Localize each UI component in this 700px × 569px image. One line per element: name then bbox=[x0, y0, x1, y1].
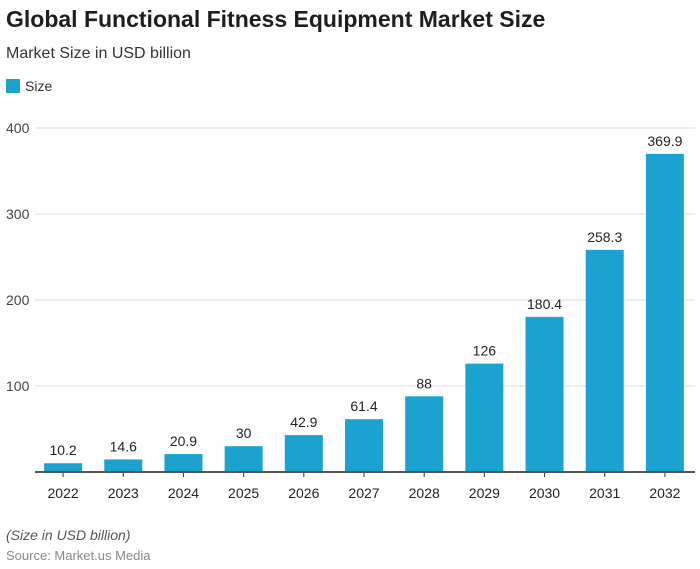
bar bbox=[465, 363, 504, 472]
x-tick-label: 2027 bbox=[348, 485, 379, 501]
bar bbox=[164, 454, 203, 472]
x-tick-label: 2026 bbox=[288, 485, 319, 501]
data-label: 14.6 bbox=[110, 438, 137, 454]
x-tick-label: 2022 bbox=[48, 485, 79, 501]
chart-source: Source: Market.us Media bbox=[6, 548, 151, 563]
y-tick-label: 200 bbox=[6, 292, 30, 308]
data-label: 258.3 bbox=[587, 229, 622, 245]
legend-swatch bbox=[6, 79, 20, 93]
data-label: 42.9 bbox=[290, 414, 317, 430]
bar bbox=[645, 153, 684, 473]
y-tick-label: 300 bbox=[6, 206, 30, 222]
x-tick-label: 2024 bbox=[168, 485, 199, 501]
bar bbox=[405, 396, 444, 472]
data-label: 369.9 bbox=[647, 133, 682, 149]
y-tick-label: 100 bbox=[6, 378, 30, 394]
x-tick-label: 2032 bbox=[649, 485, 680, 501]
chart-note: (Size in USD billion) bbox=[6, 527, 131, 543]
x-tick-label: 2030 bbox=[529, 485, 560, 501]
data-label: 180.4 bbox=[527, 296, 562, 312]
bar bbox=[585, 249, 624, 472]
chart-title: Global Functional Fitness Equipment Mark… bbox=[6, 6, 546, 32]
legend: Size bbox=[6, 78, 52, 94]
bar bbox=[525, 316, 564, 472]
bar bbox=[224, 446, 263, 472]
bar bbox=[44, 463, 83, 472]
data-label: 88 bbox=[416, 375, 432, 391]
chart-subtitle: Market Size in USD billion bbox=[6, 45, 191, 62]
x-tick-label: 2028 bbox=[409, 485, 440, 501]
x-tick-label: 2031 bbox=[589, 485, 620, 501]
data-label: 61.4 bbox=[350, 398, 377, 414]
x-tick-label: 2023 bbox=[108, 485, 139, 501]
data-label: 126 bbox=[473, 343, 497, 359]
x-tick-label: 2029 bbox=[469, 485, 500, 501]
data-label: 10.2 bbox=[49, 442, 76, 458]
data-label: 30 bbox=[236, 425, 252, 441]
bar bbox=[284, 435, 323, 472]
y-tick-label: 400 bbox=[6, 120, 30, 136]
bar bbox=[345, 419, 383, 472]
bar bbox=[104, 459, 143, 472]
data-label: 20.9 bbox=[170, 433, 197, 449]
legend-label: Size bbox=[25, 78, 53, 94]
x-tick-label: 2025 bbox=[228, 485, 259, 501]
